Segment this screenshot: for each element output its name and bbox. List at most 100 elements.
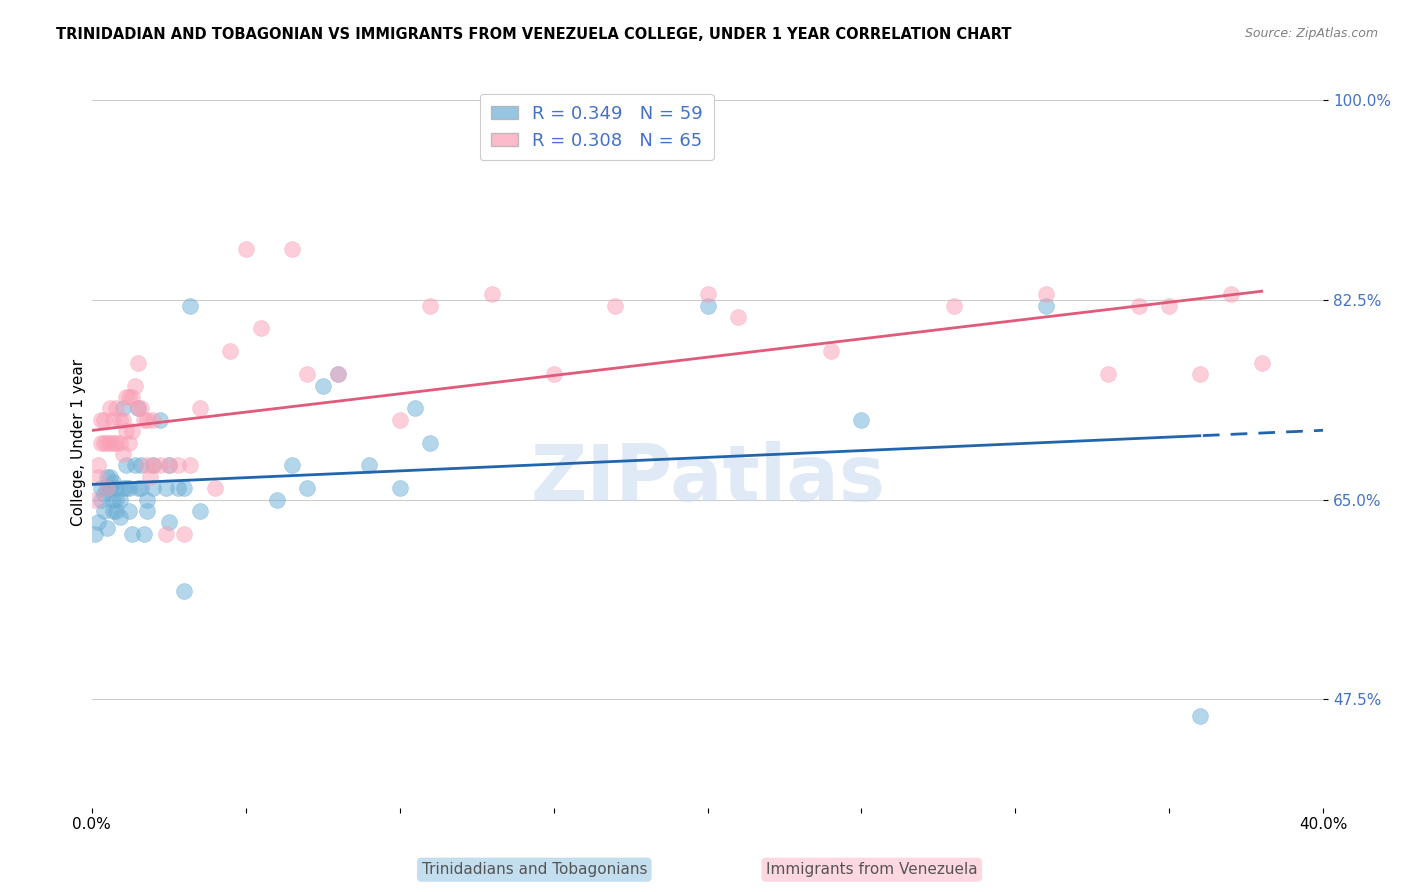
Point [1189, 367, 1212, 381]
Point [114, 390, 136, 404]
Point [111, 413, 134, 427]
Point [157, 458, 180, 473]
Point [167, 481, 190, 495]
Point [118, 435, 141, 450]
Point [357, 458, 380, 473]
Point [148, 413, 170, 427]
Point [105, 401, 128, 416]
Point [136, 492, 159, 507]
Text: Source: ZipAtlas.com: Source: ZipAtlas.com [1244, 27, 1378, 40]
Point [90, 413, 112, 427]
Point [142, 481, 165, 495]
Point [312, 378, 335, 392]
Point [103, 435, 125, 450]
Point [148, 458, 170, 473]
Point [96, 481, 118, 495]
Point [388, 481, 411, 495]
Point [326, 367, 349, 381]
Point [696, 299, 718, 313]
Point [105, 492, 128, 507]
Point [727, 310, 749, 324]
Point [419, 435, 441, 450]
Point [605, 299, 627, 313]
Point [87, 470, 110, 484]
Point [139, 470, 162, 484]
Point [96, 470, 118, 484]
Point [1159, 299, 1181, 313]
Point [93, 504, 115, 518]
Point [235, 242, 257, 256]
Point [155, 526, 177, 541]
Point [98, 401, 121, 416]
Point [1250, 356, 1272, 370]
Point [157, 516, 180, 530]
Point [118, 504, 141, 518]
Point [136, 413, 159, 427]
Point [942, 299, 965, 313]
Point [124, 378, 146, 392]
Point [129, 401, 152, 416]
Point [179, 458, 201, 473]
Point [93, 413, 115, 427]
Text: ZIPatlas: ZIPatlas [530, 441, 884, 517]
Point [188, 401, 211, 416]
Point [93, 487, 115, 501]
Point [103, 504, 125, 518]
Point [105, 481, 128, 495]
Point [419, 299, 441, 313]
Point [1128, 299, 1150, 313]
Point [142, 458, 165, 473]
Point [134, 526, 156, 541]
Point [1035, 287, 1057, 301]
Point [118, 390, 141, 404]
Point [90, 435, 112, 450]
Point [103, 492, 125, 507]
Point [173, 526, 195, 541]
Point [90, 492, 112, 507]
Point [481, 287, 503, 301]
Point [129, 481, 152, 495]
Point [121, 424, 143, 438]
Point [173, 583, 195, 598]
Point [111, 401, 134, 416]
Point [281, 242, 304, 256]
Text: Trinidadians and Tobagonians: Trinidadians and Tobagonians [422, 863, 647, 877]
Point [127, 356, 149, 370]
Point [219, 344, 242, 359]
Point [124, 458, 146, 473]
Point [188, 504, 211, 518]
Point [118, 481, 141, 495]
Point [281, 458, 304, 473]
Point [105, 435, 128, 450]
Point [157, 458, 180, 473]
Point [103, 475, 125, 490]
Point [204, 481, 226, 495]
Point [142, 458, 165, 473]
Text: TRINIDADIAN AND TOBAGONIAN VS IMMIGRANTS FROM VENEZUELA COLLEGE, UNDER 1 YEAR CO: TRINIDADIAN AND TOBAGONIAN VS IMMIGRANTS… [56, 27, 1012, 42]
Point [1097, 367, 1119, 381]
Point [297, 367, 319, 381]
Point [111, 447, 134, 461]
Point [1219, 287, 1241, 301]
Point [129, 458, 152, 473]
Point [98, 481, 121, 495]
Point [297, 481, 319, 495]
Point [820, 344, 842, 359]
Point [98, 481, 121, 495]
Point [266, 492, 288, 507]
Point [142, 413, 165, 427]
Point [108, 435, 131, 450]
Point [114, 424, 136, 438]
Point [96, 435, 118, 450]
Point [173, 481, 195, 495]
Point [121, 526, 143, 541]
Point [87, 458, 110, 473]
Point [96, 481, 118, 495]
Point [105, 504, 128, 518]
Point [98, 470, 121, 484]
Point [250, 321, 273, 335]
Text: Immigrants from Venezuela: Immigrants from Venezuela [766, 863, 977, 877]
Point [114, 458, 136, 473]
Point [136, 504, 159, 518]
Point [543, 367, 565, 381]
